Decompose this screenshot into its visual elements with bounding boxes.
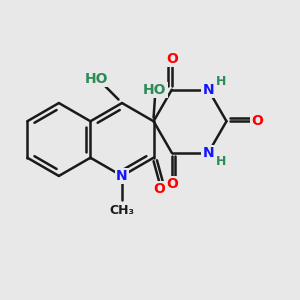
Text: O: O bbox=[166, 177, 178, 191]
Text: N: N bbox=[116, 169, 128, 183]
Text: HO: HO bbox=[143, 83, 167, 97]
Text: O: O bbox=[251, 114, 263, 128]
Text: H: H bbox=[216, 75, 226, 88]
Text: O: O bbox=[166, 52, 178, 66]
Text: N: N bbox=[202, 83, 214, 97]
Text: CH₃: CH₃ bbox=[110, 204, 134, 217]
Text: N: N bbox=[202, 146, 214, 160]
Text: H: H bbox=[216, 155, 226, 168]
Text: O: O bbox=[153, 182, 165, 196]
Text: HO: HO bbox=[85, 72, 109, 86]
